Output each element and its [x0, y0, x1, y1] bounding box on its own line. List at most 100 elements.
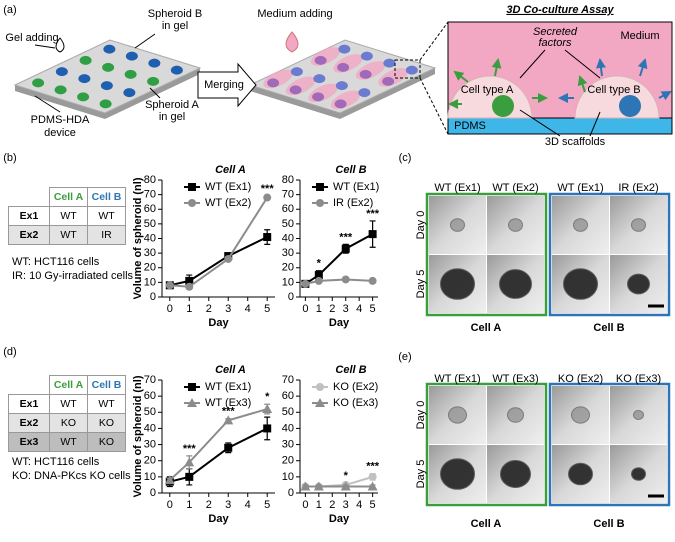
column-label: WT (Ex1): [557, 182, 603, 194]
image-frame: [425, 382, 548, 507]
data-point: [185, 282, 194, 291]
data-point: [301, 279, 310, 288]
spheroid-image: [568, 462, 593, 486]
x-tick-label: 0: [302, 303, 308, 315]
spheroid-image: [507, 407, 524, 423]
annotation-text: Secreted: [533, 26, 578, 38]
pointer: [519, 49, 546, 79]
zoom-box: [394, 59, 421, 79]
y-tick-label: 60: [144, 390, 156, 402]
panel-label: (c): [399, 152, 412, 164]
y-tick-label: 50: [144, 218, 156, 230]
x-tick-label: 4: [245, 499, 251, 511]
table-cell: WT: [49, 225, 88, 245]
spheroid-image: [448, 406, 467, 424]
table-row: Ex1 WT WT: [8, 206, 126, 226]
spheroid: [170, 65, 183, 75]
y-tick-label: 0: [150, 291, 156, 303]
spheroid: [312, 92, 325, 102]
spheroid-image: [573, 218, 588, 232]
data-point: [223, 415, 234, 425]
x-tick-label: 4: [245, 303, 251, 315]
table: Cell A Cell B Ex1 WT WT Ex2 WT IR: [8, 187, 126, 245]
spheroid: [32, 78, 45, 88]
x-tick-label: 2: [206, 303, 212, 315]
spheroid: [405, 65, 418, 75]
annotation-text: PDMS: [454, 120, 486, 132]
row-label: Day 5: [415, 270, 427, 299]
y-tick-label: 40: [144, 422, 156, 434]
significance: ***: [339, 231, 353, 243]
x-tick-label: 4: [356, 499, 362, 511]
x-tick-label: 5: [370, 303, 376, 315]
row-label: Ex2: [8, 413, 50, 433]
data-point: [368, 230, 377, 239]
data-point: [224, 254, 233, 263]
cell: [492, 95, 514, 117]
spheroid: [148, 58, 161, 68]
x-tick-label: 5: [370, 499, 376, 511]
column-header: Cell A: [49, 187, 88, 207]
data-point: [340, 481, 351, 491]
x-tick-label: 0: [167, 303, 173, 315]
y-tick-label: 70: [144, 374, 156, 386]
x-tick-label: 1: [186, 303, 192, 315]
y-tick-label: 30: [282, 247, 294, 259]
legend-label: WT (Ex3): [205, 397, 251, 409]
zoom-line: [419, 77, 449, 135]
y-tick-label: 60: [282, 203, 294, 215]
arrow: [637, 58, 648, 77]
spheroid: [335, 81, 348, 91]
spheroid-image: [450, 218, 465, 232]
group-label: Cell B: [593, 518, 624, 530]
spheroid: [358, 88, 371, 98]
x-tick-label: 3: [225, 499, 231, 511]
y-tick-label: 20: [144, 262, 156, 274]
data-point: [368, 472, 377, 481]
x-axis-label: Day: [208, 317, 229, 329]
arrow: [577, 75, 588, 93]
legend-label: WT (Ex1): [205, 181, 251, 193]
annotation-text: Medium: [620, 30, 659, 42]
row-label: Day 0: [415, 211, 427, 240]
annotation-text: Medium adding: [257, 8, 332, 20]
data-point: [341, 244, 350, 253]
plate-top: [13, 39, 202, 114]
x-tick-label: 0: [302, 499, 308, 511]
data-point: [314, 276, 323, 285]
significance: ***: [183, 443, 197, 455]
annotation-text: PDMS-HDA: [31, 114, 90, 126]
series-line: [305, 278, 373, 285]
spheroid: [100, 81, 113, 91]
series-line: [169, 197, 269, 288]
y-tick-label: 0: [288, 291, 294, 303]
y-tick-label: 50: [144, 406, 156, 418]
medium-drop-icon: [285, 31, 299, 53]
column-header: Cell B: [87, 187, 126, 207]
table-cell: WT: [49, 432, 88, 452]
annotation-text: 3D scaffolds: [545, 136, 606, 148]
table-row: Ex2 KO KO: [8, 413, 126, 433]
corner-cell: [8, 187, 50, 207]
spheroid-image: [633, 410, 644, 420]
x-tick-label: 2: [206, 499, 212, 511]
data-point: [341, 275, 350, 284]
table-note: IR: 10 Gy-irradiated cells: [12, 270, 134, 282]
row-label: Ex2: [8, 225, 50, 245]
table-grid: Cell A Cell B Ex1 WT WT Ex2 WT IR: [8, 187, 126, 245]
row-label: Ex3: [8, 432, 50, 452]
y-tick-label: 30: [144, 247, 156, 259]
significance: *: [317, 258, 322, 270]
x-tick-label: 1: [316, 499, 322, 511]
spheroid-image: [571, 406, 590, 424]
y-tick-label: 40: [144, 232, 156, 244]
spheroid: [102, 62, 115, 72]
x-axis-label: Day: [208, 513, 229, 525]
spheroid: [123, 88, 136, 98]
data-point: [263, 233, 272, 242]
column-label: KO (Ex3): [616, 373, 661, 385]
y-tick-label: 80: [282, 174, 294, 186]
data-point: [263, 193, 272, 202]
